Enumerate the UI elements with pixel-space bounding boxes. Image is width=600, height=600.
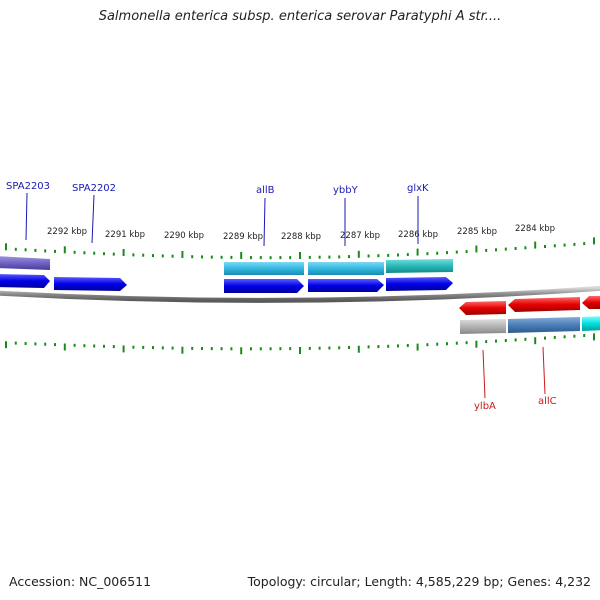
gene-arrow-forward [308,279,384,292]
cog-block-teal [386,259,453,273]
gene-label-spa2203: SPA2203 [6,181,50,192]
label-leader-line [91,194,95,244]
ruler-label: 2289 kbp [223,232,263,242]
genome-backbone [0,285,600,303]
gene-label-ybby: ybbY [333,185,359,196]
gene-arrow-forward [0,274,50,288]
label-leader-line [263,197,266,247]
gene-arrow-forward [224,279,304,293]
ruler-label: 2287 kbp [340,231,380,241]
ruler-ticks-outer [5,237,595,260]
forward-gene-labels: SPA2203 SPA2202 allB ybbY glxK [6,181,429,247]
cog-block-purple [0,256,50,270]
label-leader-line [25,192,28,241]
ruler-ticks-inner [5,333,595,355]
gene-arrow-reverse [459,301,506,315]
gene-arrow-forward [386,277,453,291]
ruler-label: 2285 kbp [457,227,497,237]
gene-label-spa2202: SPA2202 [72,183,116,194]
cog-block-cyan [224,262,304,275]
cog-block-cyan [308,262,384,275]
ruler-label: 2284 kbp [515,224,555,234]
label-leader-line [542,346,546,395]
cog-block-steelblue [508,317,580,333]
gene-label-allb: allB [256,185,275,196]
cog-ring-inner [460,316,600,334]
reverse-gene-labels: ylbA allC [474,346,557,412]
ruler-label: 2288 kbp [281,232,321,242]
genome-summary-text: Topology: circular; Length: 4,585,229 bp… [247,574,591,589]
forward-strand [0,274,453,293]
gene-label-glxk: glxK [407,183,429,194]
accession-text: Accession: NC_006511 [9,574,152,589]
ruler-label: 2291 kbp [105,230,145,240]
reverse-strand [459,296,600,315]
cog-ring-outer [0,256,453,275]
ruler-labels: 2292 kbp 2291 kbp 2290 kbp 2289 kbp 2288… [47,224,555,242]
gene-arrow-reverse [582,296,600,309]
gene-arrow-forward [54,277,127,291]
cog-block-gray [460,319,506,334]
ruler-label: 2292 kbp [47,227,87,237]
gene-label-ylba: ylbA [474,401,496,412]
map-title: Salmonella enterica subsp. enterica sero… [98,9,502,24]
gene-label-allc: allC [538,396,557,407]
cog-block-aqua [582,316,600,331]
gene-arrow-reverse [508,297,580,312]
label-leader-line [482,349,486,399]
ruler-label: 2290 kbp [164,231,204,241]
